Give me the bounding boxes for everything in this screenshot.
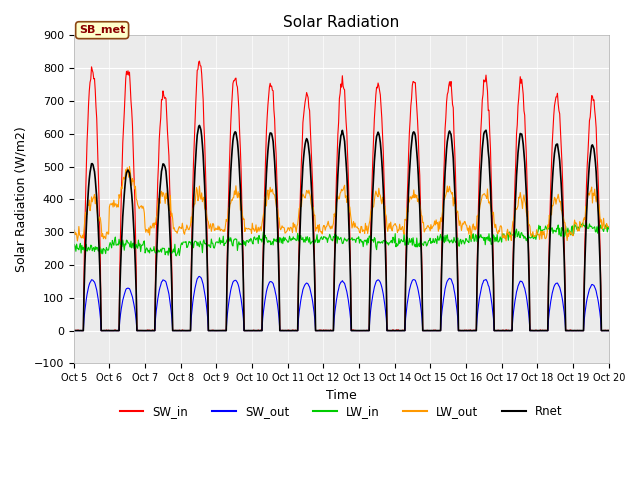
LW_in: [422, 243, 430, 249]
SW_out: [407, 282, 415, 288]
Line: SW_out: SW_out: [74, 276, 609, 331]
Line: LW_in: LW_in: [74, 222, 609, 256]
LW_in: [605, 226, 612, 232]
LW_in: [173, 253, 180, 259]
Line: LW_out: LW_out: [74, 167, 609, 241]
Rnet: [70, 328, 77, 334]
SW_out: [605, 328, 612, 334]
LW_in: [134, 237, 142, 243]
Rnet: [189, 222, 196, 228]
LW_out: [70, 231, 77, 237]
LW_in: [218, 240, 226, 245]
Rnet: [196, 122, 204, 128]
LW_out: [125, 164, 133, 169]
LW_in: [79, 244, 87, 250]
LW_in: [189, 245, 197, 251]
LW_out: [605, 224, 612, 230]
LW_out: [190, 201, 198, 207]
SW_in: [407, 103, 415, 109]
LW_in: [70, 247, 77, 253]
Rnet: [422, 328, 430, 334]
LW_out: [219, 228, 227, 233]
SW_out: [189, 300, 196, 305]
Title: Solar Radiation: Solar Radiation: [283, 15, 399, 30]
SW_in: [189, 187, 196, 193]
LW_out: [424, 224, 431, 229]
LW_out: [408, 196, 415, 202]
SW_in: [79, 328, 87, 334]
Line: SW_in: SW_in: [74, 61, 609, 331]
SW_out: [196, 274, 204, 279]
Rnet: [605, 328, 612, 334]
LW_out: [74, 238, 81, 244]
X-axis label: Time: Time: [326, 389, 356, 402]
Y-axis label: Solar Radiation (W/m2): Solar Radiation (W/m2): [15, 127, 28, 272]
SW_in: [605, 328, 612, 334]
SW_in: [70, 328, 77, 334]
SW_out: [422, 328, 430, 334]
LW_out: [136, 204, 144, 210]
SW_in: [218, 328, 226, 334]
Text: SB_met: SB_met: [79, 25, 125, 36]
SW_in: [196, 58, 204, 64]
Rnet: [134, 328, 142, 334]
Rnet: [79, 328, 87, 334]
Rnet: [407, 148, 415, 154]
Rnet: [218, 328, 226, 334]
SW_out: [70, 328, 77, 334]
SW_out: [79, 328, 87, 334]
LW_in: [582, 219, 590, 225]
LW_in: [407, 239, 415, 245]
Line: Rnet: Rnet: [74, 125, 609, 331]
LW_out: [80, 226, 88, 232]
Legend: SW_in, SW_out, LW_in, LW_out, Rnet: SW_in, SW_out, LW_in, LW_out, Rnet: [115, 401, 568, 423]
SW_in: [134, 327, 142, 333]
SW_in: [422, 328, 430, 334]
SW_out: [134, 328, 142, 334]
SW_out: [218, 328, 226, 334]
